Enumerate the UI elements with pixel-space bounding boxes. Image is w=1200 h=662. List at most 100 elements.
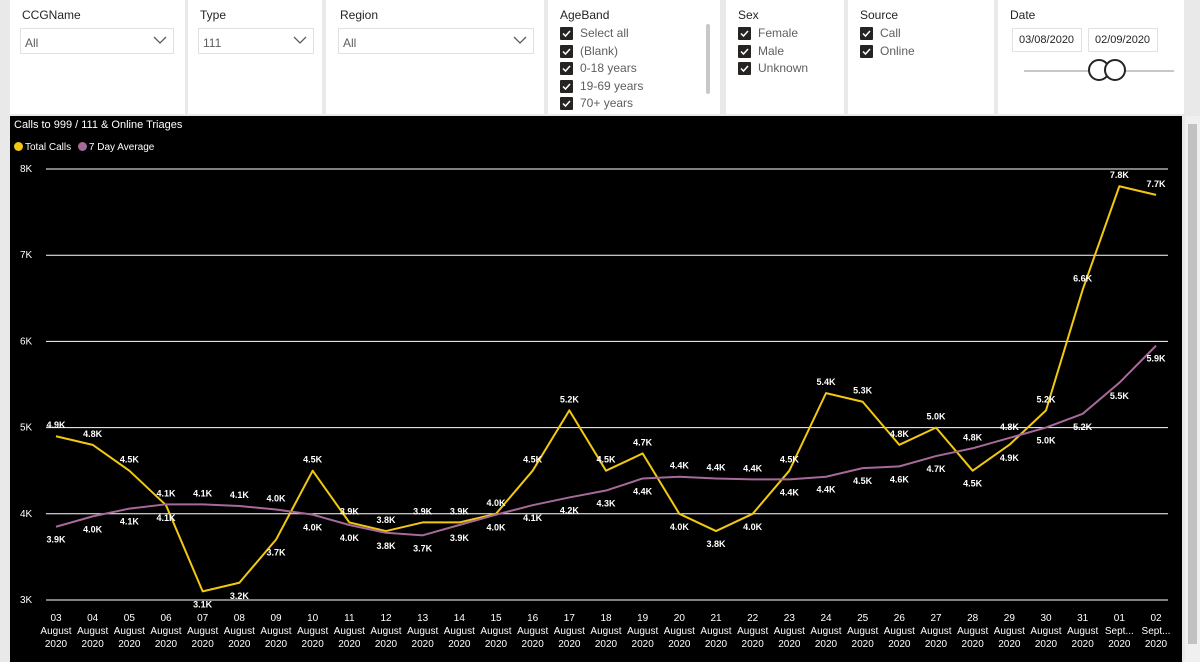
end-date-input[interactable]: 02/09/2020 — [1088, 28, 1158, 52]
ageband-option-label: (Blank) — [580, 44, 619, 58]
sex-option-label: Unknown — [758, 61, 809, 75]
x-tick-year: 2020 — [485, 639, 508, 650]
sex-slicer: Sex Female Male Unknown — [726, 0, 844, 114]
data-label-7-day-average: 4.8K — [963, 432, 983, 442]
data-label-7-day-average: 4.0K — [266, 493, 286, 503]
data-label-total-calls: 7.7K — [1146, 179, 1166, 189]
x-tick-year: 2020 — [558, 639, 581, 650]
region-dropdown[interactable]: All — [338, 28, 534, 54]
x-tick-month: August — [444, 626, 475, 637]
source-option-label: Online — [880, 44, 915, 58]
x-tick-month: August — [664, 626, 695, 637]
data-label-7-day-average: 4.5K — [853, 476, 873, 486]
x-tick-month: August — [334, 626, 365, 637]
x-tick-month: August — [810, 626, 841, 637]
data-label-total-calls: 4.5K — [303, 455, 323, 465]
checkbox-checked-icon — [738, 62, 751, 75]
x-tick-month: August — [297, 626, 328, 637]
data-label-7-day-average: 4.4K — [670, 461, 690, 471]
line-chart: 3K 4K 5K 6K 7K 8K 03 August 2020 04 August 2020 05 Au… — [20, 164, 1170, 650]
x-tick-month: August — [920, 626, 951, 637]
x-tick-month: August — [517, 626, 548, 637]
x-tick-day: 20 — [674, 613, 686, 624]
start-date-input[interactable]: 03/08/2020 — [1012, 28, 1082, 52]
x-tick-month: August — [737, 626, 768, 637]
x-tick-day: 23 — [784, 613, 796, 624]
data-label-7-day-average: 4.0K — [340, 533, 360, 543]
x-tick-day: 30 — [1040, 613, 1052, 624]
x-tick-day: 17 — [564, 613, 576, 624]
x-tick-year: 2020 — [412, 639, 435, 650]
data-label-7-day-average: 4.0K — [486, 523, 506, 533]
ccgname-dropdown[interactable]: All — [20, 28, 174, 54]
y-tick-label: 4K — [20, 509, 33, 520]
data-label-total-calls: 4.9K — [46, 420, 66, 430]
x-tick-year: 2020 — [595, 639, 618, 650]
data-label-total-calls: 6.6K — [1073, 274, 1093, 284]
x-tick-year: 2020 — [118, 639, 141, 650]
x-tick-day: 04 — [87, 613, 99, 624]
data-label-total-calls: 3.2K — [230, 591, 250, 601]
type-title: Type — [200, 8, 227, 22]
ageband-option-label: 0-18 years — [580, 61, 637, 75]
page-scrollbar-thumb[interactable] — [1188, 124, 1197, 644]
x-tick-day: 12 — [380, 613, 392, 624]
x-tick-day: 01 — [1114, 613, 1126, 624]
data-label-7-day-average: 4.2K — [560, 505, 580, 515]
x-tick-month: August — [114, 626, 145, 637]
x-tick-year: 2020 — [705, 639, 728, 650]
chart-legend: Total Calls 7 Day Average — [14, 142, 158, 156]
data-label-total-calls: 4.1K — [156, 513, 176, 523]
data-label-7-day-average: 4.7K — [926, 464, 946, 474]
x-tick-month: Sept... — [1105, 626, 1134, 637]
data-label-7-day-average: 5.0K — [1036, 436, 1056, 446]
x-tick-day: 13 — [417, 613, 429, 624]
ageband-scrollbar[interactable] — [706, 24, 710, 94]
data-label-7-day-average: 4.0K — [83, 524, 103, 534]
x-tick-month: August — [187, 626, 218, 637]
data-label-total-calls: 4.5K — [780, 455, 800, 465]
data-label-total-calls: 5.3K — [853, 386, 873, 396]
x-tick-year: 2020 — [192, 639, 215, 650]
x-tick-year: 2020 — [962, 639, 985, 650]
source-slicer: Source Call Online — [848, 0, 994, 114]
x-tick-year: 2020 — [1108, 639, 1131, 650]
x-tick-year: 2020 — [1145, 639, 1168, 650]
data-label-7-day-average: 4.4K — [816, 485, 836, 495]
x-tick-day: 29 — [1004, 613, 1016, 624]
x-tick-day: 18 — [600, 613, 612, 624]
x-tick-year: 2020 — [778, 639, 801, 650]
x-tick-day: 05 — [124, 613, 136, 624]
x-tick-day: 08 — [234, 613, 246, 624]
page-scrollbar[interactable] — [1185, 116, 1200, 662]
x-tick-year: 2020 — [888, 639, 911, 650]
x-tick-day: 02 — [1150, 613, 1162, 624]
legend-item-7-day-average[interactable]: 7 Day Average — [77, 142, 155, 153]
x-tick-month: August — [1030, 626, 1061, 637]
x-tick-month: August — [590, 626, 621, 637]
data-label-total-calls: 3.9K — [450, 506, 470, 516]
x-tick-month: August — [480, 626, 511, 637]
x-tick-month: August — [627, 626, 658, 637]
chevron-down-icon — [153, 36, 167, 44]
data-label-total-calls: 4.5K — [963, 479, 983, 489]
x-tick-month: August — [407, 626, 438, 637]
checkbox-checked-icon — [560, 97, 573, 110]
x-tick-day: 07 — [197, 613, 209, 624]
x-tick-day: 24 — [820, 613, 832, 624]
data-label-7-day-average: 3.8K — [376, 541, 396, 551]
x-tick-month: August — [260, 626, 291, 637]
legend-item-total-calls[interactable]: Total Calls — [14, 142, 71, 153]
x-tick-day: 25 — [857, 613, 869, 624]
type-dropdown[interactable]: 111 — [198, 28, 314, 54]
data-label-total-calls: 3.9K — [413, 506, 433, 516]
data-label-total-calls: 4.8K — [83, 429, 103, 439]
data-label-7-day-average: 5.9K — [1146, 354, 1166, 364]
checkbox-checked-icon — [738, 45, 751, 58]
checkbox-checked-icon — [560, 45, 573, 58]
x-tick-month: August — [994, 626, 1025, 637]
x-tick-year: 2020 — [228, 639, 251, 650]
legend-label: 7 Day Average — [88, 142, 155, 153]
x-tick-year: 2020 — [1072, 639, 1095, 650]
date-slider-end-handle[interactable] — [1104, 59, 1126, 81]
